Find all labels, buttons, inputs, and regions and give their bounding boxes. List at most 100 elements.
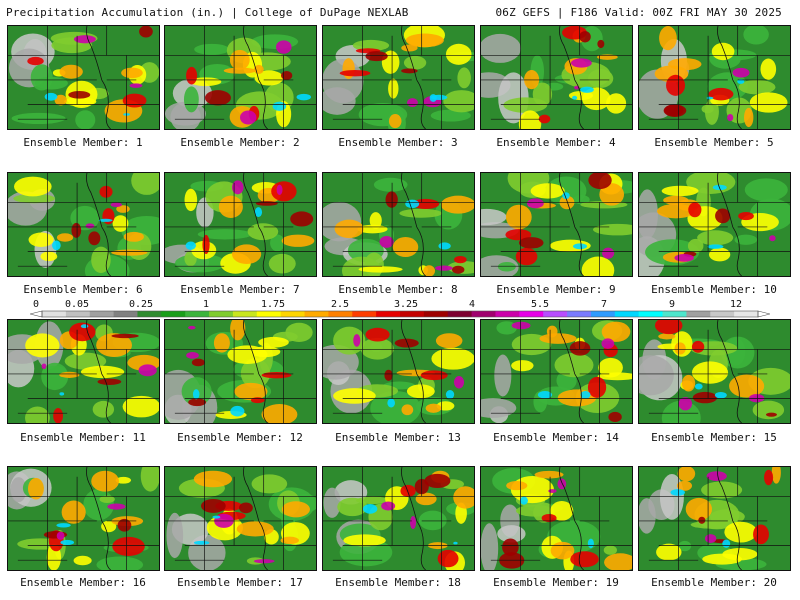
precip-blob [658, 333, 676, 340]
precip-blob [239, 502, 253, 514]
ensemble-map-panel [7, 319, 160, 424]
river-border [243, 26, 268, 129]
precip-blob [99, 185, 113, 198]
precip-blob [369, 212, 382, 229]
precipitation-field [323, 26, 474, 129]
precip-blob [430, 109, 471, 122]
colorbar-tick-label: 7 [601, 299, 607, 310]
colorbar-segment [232, 311, 258, 317]
dry-area [166, 512, 184, 559]
precip-blob [656, 203, 695, 219]
precip-blob [59, 371, 80, 378]
precip-blob [276, 184, 283, 196]
precip-blob [91, 470, 119, 492]
precip-blob [73, 555, 92, 566]
precipitation-field [639, 173, 790, 276]
precip-blob [743, 26, 769, 45]
precip-blob [518, 237, 544, 249]
precip-blob [13, 193, 56, 204]
precip-blob [530, 183, 565, 199]
precip-blob [358, 266, 403, 273]
precip-blob [407, 98, 418, 108]
precip-blob [270, 234, 285, 252]
precip-blob [392, 237, 419, 258]
precip-blob [753, 524, 769, 545]
precip-blob [435, 333, 463, 349]
precip-blob [405, 33, 444, 48]
precip-blob [68, 91, 91, 99]
colorbar-segment [614, 311, 640, 317]
precip-blob [99, 495, 115, 503]
dry-area [639, 498, 656, 534]
precip-blob [738, 79, 776, 95]
precip-blob [681, 374, 696, 392]
precip-blob [694, 383, 703, 390]
precip-blob [697, 230, 734, 246]
precip-blob [580, 390, 591, 399]
precip-blob [550, 541, 575, 560]
river-border [559, 467, 584, 570]
precip-blob [597, 39, 605, 49]
precip-blob [401, 68, 418, 74]
colorbar-segment [447, 311, 473, 317]
precip-blob [546, 325, 558, 338]
precip-blob [708, 87, 734, 101]
precip-blob [674, 342, 686, 355]
precipitation-field [481, 26, 632, 129]
precip-blob [443, 90, 474, 113]
precip-blob [60, 539, 75, 546]
ensemble-member-label: Ensemble Member: 10 [651, 283, 777, 296]
ensemble-map-panel [480, 319, 633, 424]
colorbar-segment [567, 311, 592, 317]
colorbar-segment [519, 311, 544, 317]
precipitation-field [165, 467, 316, 570]
precip-blob [588, 173, 612, 190]
precip-blob [661, 185, 699, 197]
precip-blob [691, 361, 729, 384]
precip-blob [687, 238, 704, 253]
precip-blob [394, 338, 419, 348]
colorbar-tick-label: 0.25 [129, 299, 153, 310]
precipitation-field [481, 467, 632, 570]
precip-blob [656, 543, 682, 561]
ensemble-map-panel [7, 466, 160, 571]
precip-blob [445, 390, 455, 400]
precip-blob [138, 364, 157, 377]
precipitation-field [8, 26, 159, 129]
precip-blob [702, 553, 743, 565]
precip-blob [511, 360, 534, 372]
precip-blob [674, 254, 694, 262]
river-border [243, 173, 268, 276]
precip-blob [572, 243, 588, 250]
precip-blob [362, 504, 378, 514]
precip-blob [194, 43, 230, 55]
precip-blob [403, 55, 427, 70]
colorbar-tick-label: 1.75 [261, 299, 285, 310]
colorbar-tick-label: 12 [730, 299, 742, 310]
precip-blob [186, 66, 198, 85]
precip-blob [80, 324, 89, 329]
precip-blob [64, 352, 107, 370]
colorbar-segment [137, 311, 162, 317]
precip-blob [601, 338, 615, 349]
colorbar-segment [686, 311, 711, 317]
colorbar-left-arrow [30, 310, 43, 318]
river-border [86, 320, 111, 423]
precip-blob [254, 207, 263, 218]
precipitation-colorbar: 0 0.05 0.25 1 1.75 2.5 3.25 4 5.5 7 9 12 [30, 297, 770, 321]
precipitation-field [481, 320, 632, 423]
precip-blob [339, 69, 371, 77]
precip-blob [56, 233, 74, 242]
precipitation-field [8, 173, 159, 276]
precip-blob [200, 498, 226, 513]
precip-blob [188, 325, 196, 330]
ensemble-map-panel [164, 25, 317, 130]
precip-blob [255, 201, 278, 206]
river-border [243, 320, 268, 423]
river-border [717, 467, 742, 570]
river-border [559, 26, 584, 129]
precip-blob [28, 232, 54, 247]
precip-blob [140, 467, 159, 492]
precip-blob [268, 253, 296, 274]
precipitation-field [639, 467, 790, 570]
